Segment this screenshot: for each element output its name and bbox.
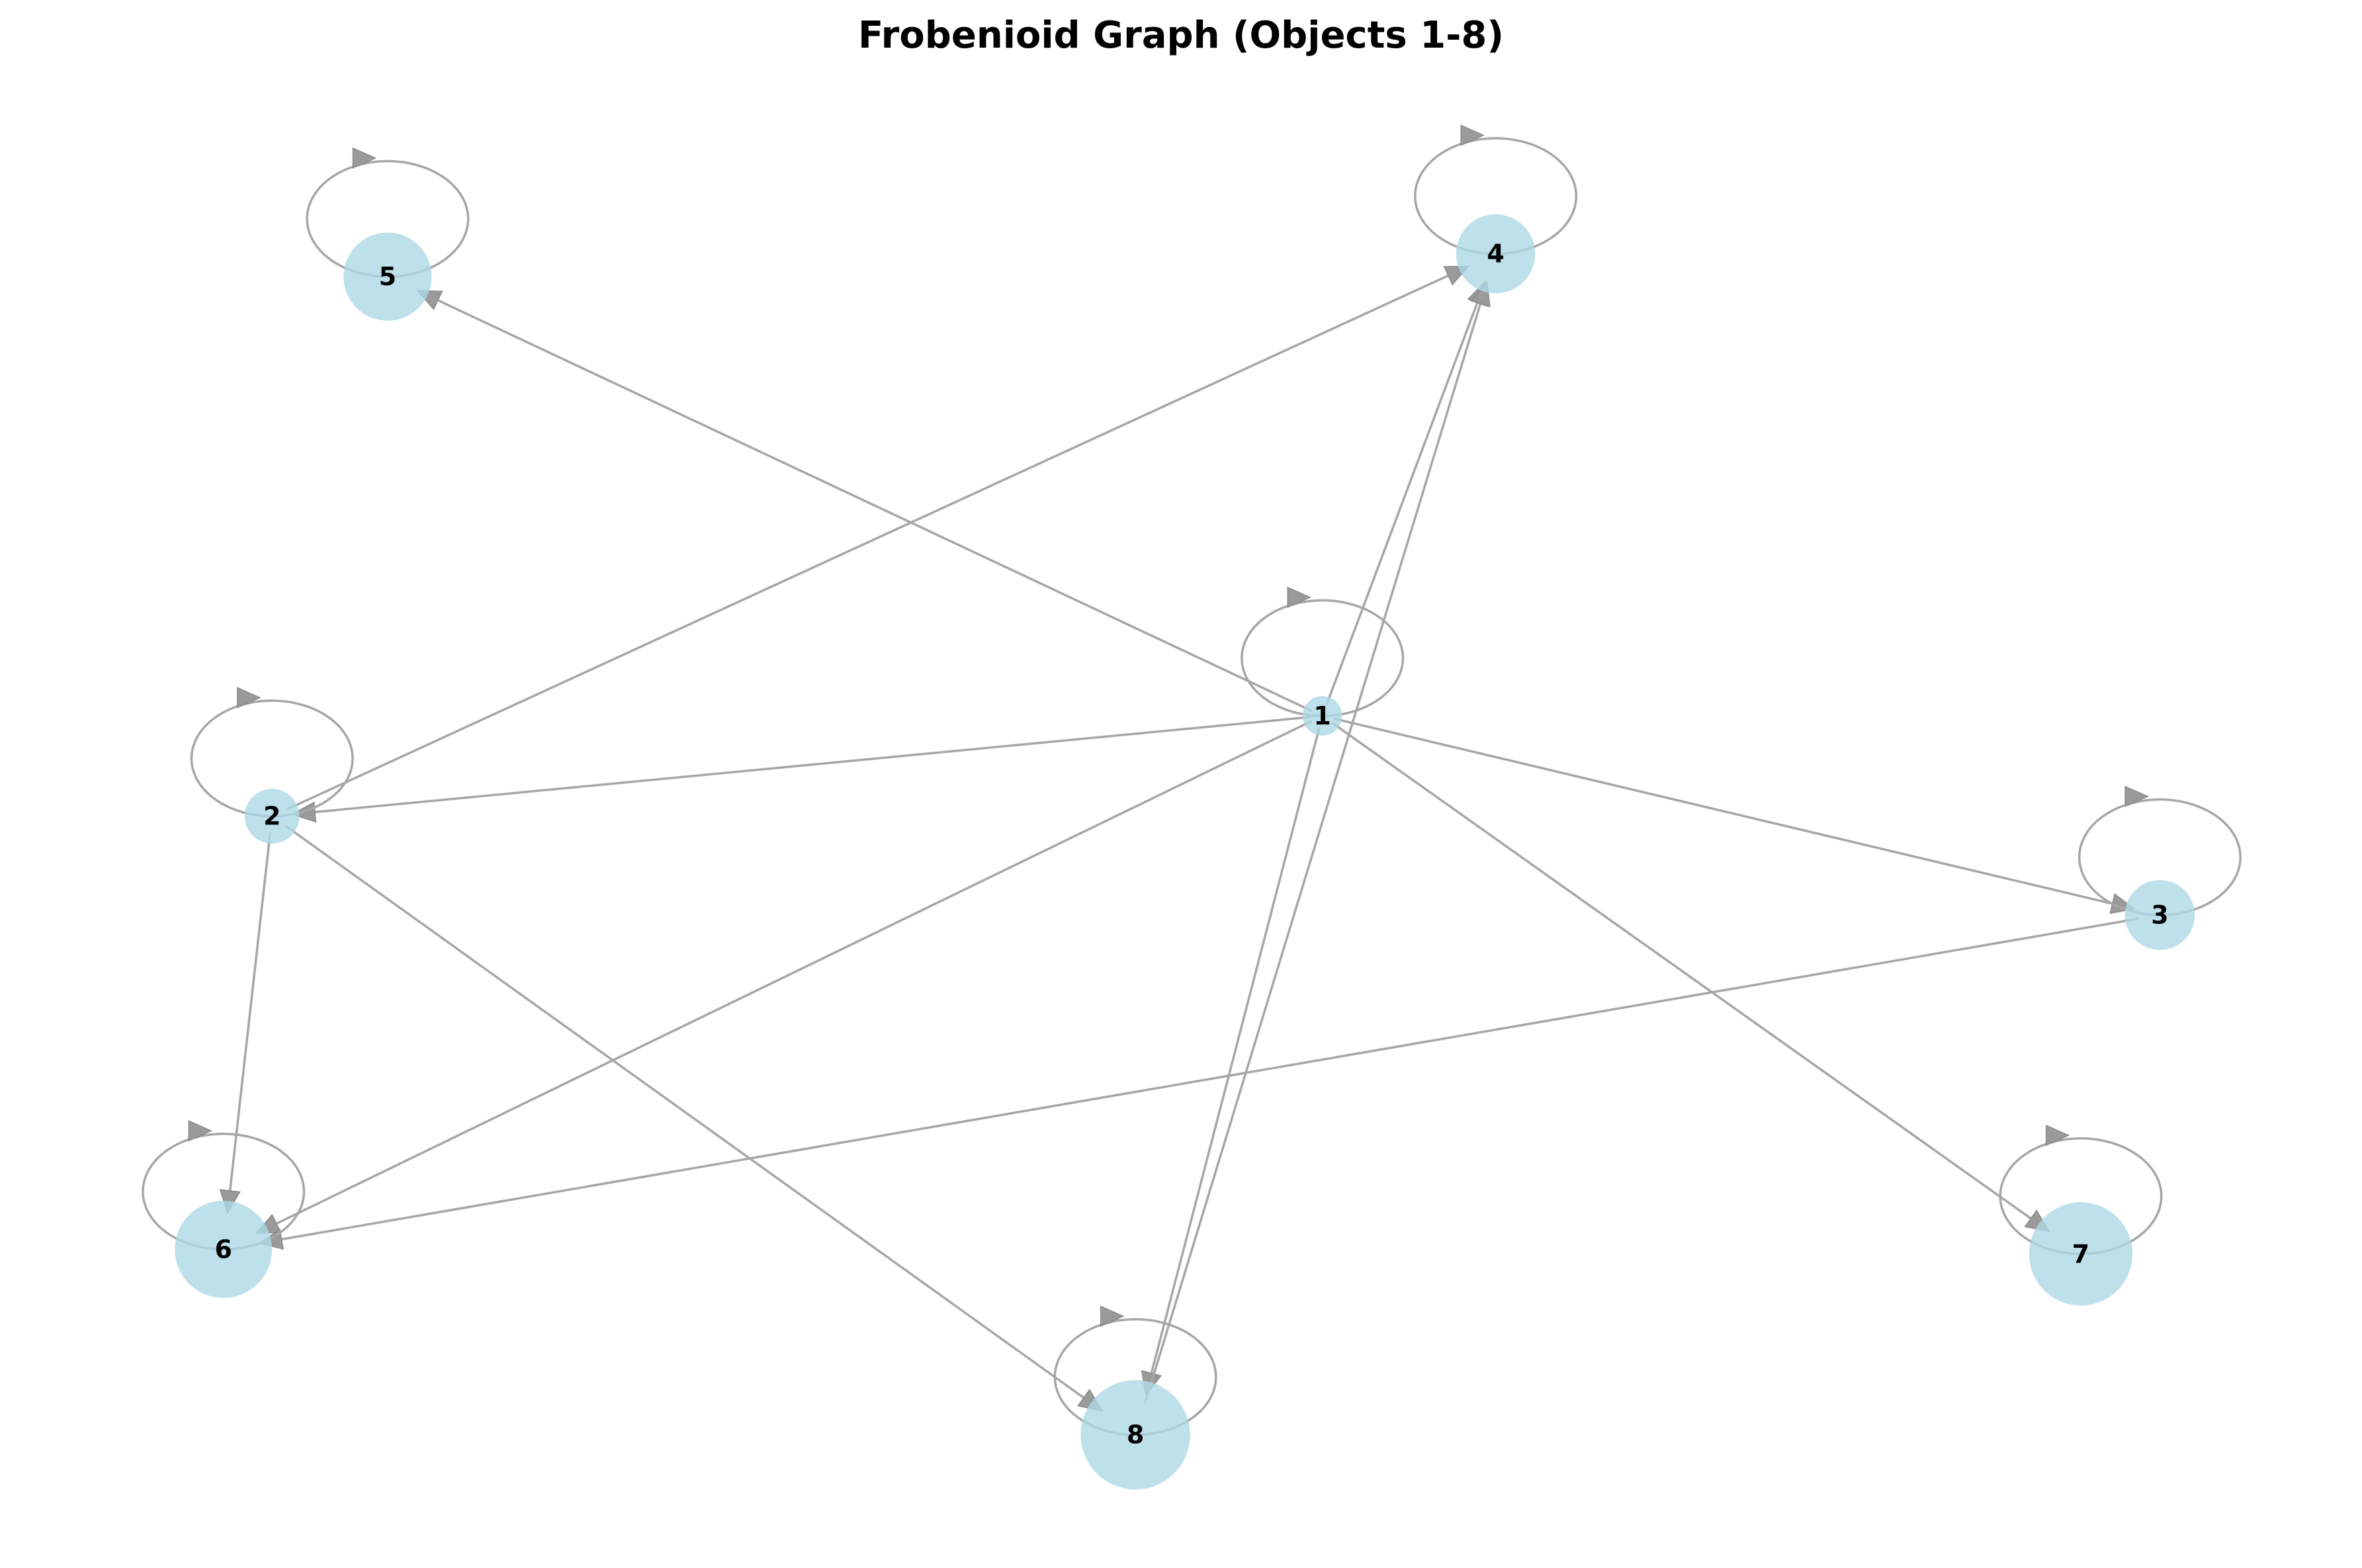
node-label-7: 7 — [2072, 1239, 2089, 1268]
edge-1-to-6 — [255, 720, 1313, 1235]
node-6[interactable]: 6 — [175, 1200, 273, 1298]
edge-1-to-8 — [1141, 726, 1321, 1397]
edge-8-to-4 — [1143, 281, 1491, 1404]
self-loop-arrow-8 — [1100, 1305, 1125, 1327]
edge-1-to-4 — [1325, 280, 1487, 705]
edge-2-to-6 — [219, 832, 272, 1215]
edge-2-to-4 — [286, 265, 1470, 810]
edges-layer — [142, 124, 2242, 1436]
node-4[interactable]: 4 — [1456, 214, 1536, 294]
edge-1-to-5 — [416, 290, 1313, 712]
node-3[interactable]: 3 — [2124, 880, 2195, 950]
node-8[interactable]: 8 — [1080, 1379, 1190, 1490]
node-label-1: 1 — [1313, 701, 1331, 730]
self-loop-arrow-5 — [352, 147, 377, 169]
edge-1-to-2 — [291, 715, 1311, 823]
node-label-6: 6 — [214, 1235, 232, 1264]
edge-line-1-7 — [1331, 721, 2039, 1225]
node-circle-3[interactable] — [2124, 880, 2195, 950]
edge-line-2-6 — [228, 832, 272, 1200]
self-loop-arrow-2 — [237, 687, 261, 709]
node-1[interactable]: 1 — [1302, 696, 1342, 736]
edge-1-to-3 — [1333, 717, 2136, 914]
self-loop-arrow-1 — [1287, 586, 1312, 608]
node-7[interactable]: 7 — [2029, 1202, 2133, 1306]
node-label-8: 8 — [1127, 1420, 1144, 1450]
graph-title: Frobenioid Graph (Objects 1-8) — [858, 14, 1504, 57]
edge-line-1-3 — [1333, 717, 2122, 907]
node-2[interactable]: 2 — [244, 789, 300, 844]
node-circle-4[interactable] — [1456, 214, 1536, 294]
edge-line-1-5 — [429, 295, 1313, 712]
self-loop-arrow-6 — [188, 1120, 213, 1142]
edge-line-1-6 — [267, 720, 1313, 1229]
node-label-2: 2 — [263, 802, 281, 831]
edge-3-to-6 — [258, 917, 2140, 1250]
node-circle-2[interactable] — [244, 789, 300, 844]
self-loop-arrow-3 — [2124, 785, 2149, 807]
edge-line-1-4 — [1325, 293, 1482, 705]
edge-line-3-6 — [272, 917, 2140, 1242]
node-label-4: 4 — [1487, 240, 1504, 269]
edge-line-1-8 — [1148, 726, 1321, 1383]
edge-1-to-7 — [1331, 721, 2050, 1233]
node-label-5: 5 — [379, 262, 396, 291]
node-5[interactable]: 5 — [343, 232, 432, 321]
node-label-3: 3 — [2151, 900, 2168, 930]
node-circle-1[interactable] — [1302, 696, 1342, 736]
self-loop-arrow-7 — [2045, 1124, 2070, 1147]
edge-line-2-4 — [286, 271, 1458, 810]
node-circle-6[interactable] — [175, 1200, 273, 1298]
node-circle-7[interactable] — [2029, 1202, 2133, 1306]
node-circle-8[interactable] — [1080, 1379, 1190, 1490]
edge-line-1-2 — [305, 715, 1311, 814]
node-circle-5[interactable] — [343, 232, 432, 321]
edge-line-2-8 — [284, 824, 1092, 1405]
edge-line-8-4 — [1143, 294, 1485, 1404]
nodes-layer: 1 2 3 4 5 6 7 8 — [175, 214, 2195, 1490]
self-loop-arrow-4 — [1460, 124, 1485, 146]
